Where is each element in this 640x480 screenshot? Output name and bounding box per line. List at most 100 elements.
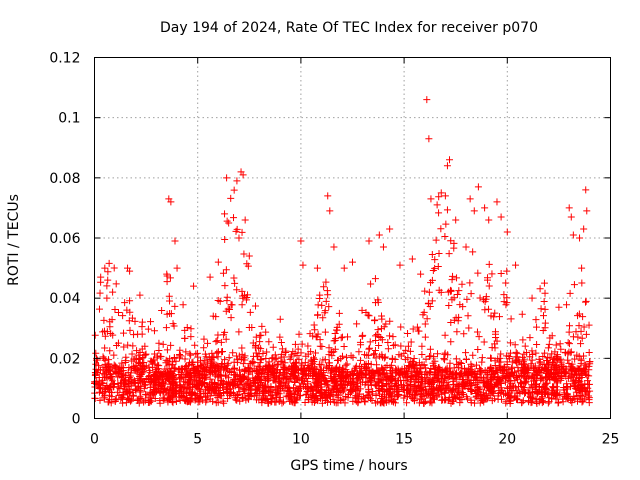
data-point [346,370,354,378]
data-point [101,388,109,396]
data-point [244,391,252,399]
data-point [213,361,221,369]
data-point [430,362,438,370]
data-point [303,384,311,392]
data-point [381,353,389,361]
data-point [158,383,166,391]
data-point [254,362,262,370]
data-point [96,384,104,392]
data-point [128,350,136,358]
data-point [464,312,472,320]
data-point [185,359,193,367]
data-point [107,329,115,337]
data-point [221,363,229,371]
data-point [322,391,330,399]
data-point [388,396,396,404]
data-point [405,388,413,396]
data-point [474,345,482,353]
data-point [136,373,144,381]
data-point [565,204,573,212]
data-point [435,209,443,217]
data-point [304,362,312,370]
data-point [170,322,178,330]
data-point [445,302,453,310]
data-point [418,393,426,401]
data-point [265,338,273,346]
data-point [233,371,241,379]
data-point [520,368,528,376]
data-point [413,323,421,331]
data-point [246,308,254,316]
data-point [294,345,302,353]
data-point [432,236,440,244]
data-point [311,394,319,402]
data-point [391,341,399,349]
data-point [431,357,439,365]
data-point [159,340,167,348]
data-point [161,377,169,385]
data-point [504,375,512,383]
data-point [365,371,373,379]
data-point [167,341,175,349]
data-point [241,356,249,364]
data-point [311,349,319,357]
data-point [491,309,499,317]
data-point [354,383,362,391]
data-point [182,348,190,356]
data-point [191,341,199,349]
data-point [471,399,479,407]
data-point [470,376,478,384]
data-point [478,354,486,362]
data-point [246,381,254,389]
data-point [553,351,561,359]
data-point [262,354,270,362]
data-point [438,375,446,383]
data-point [214,394,222,402]
data-point [313,264,321,272]
data-point [239,360,247,368]
data-point [254,373,262,381]
data-point [358,306,366,314]
data-point [335,309,343,317]
data-point [176,346,184,354]
data-point [578,264,586,272]
data-point [200,365,208,373]
data-point [233,396,241,404]
data-point [151,378,159,386]
data-point [439,372,447,380]
data-point [559,398,567,406]
data-point [466,279,474,287]
data-point [400,349,408,357]
data-point [324,382,332,390]
x-tick-label: 0 [90,432,99,448]
data-point [407,393,415,401]
data-point [482,391,490,399]
data-point [169,399,177,407]
data-point [139,367,147,375]
data-point [265,376,273,384]
data-point [275,371,283,379]
data-point [531,395,539,403]
data-point [104,276,112,284]
data-point [410,396,418,404]
data-point [136,359,144,367]
data-point [378,315,386,323]
data-point [441,367,449,375]
data-point [278,358,286,366]
data-point [179,301,187,309]
data-point [208,349,216,357]
data-point [183,371,191,379]
data-point [298,365,306,373]
data-point [506,389,514,397]
data-point [254,373,262,381]
data-point [362,308,370,316]
data-point [526,334,534,342]
data-point [555,303,563,311]
data-point [181,334,189,342]
data-point [504,385,512,393]
data-point [441,232,449,240]
data-point [208,360,216,368]
data-point [474,269,482,277]
data-point [365,393,373,401]
data-point [413,384,421,392]
